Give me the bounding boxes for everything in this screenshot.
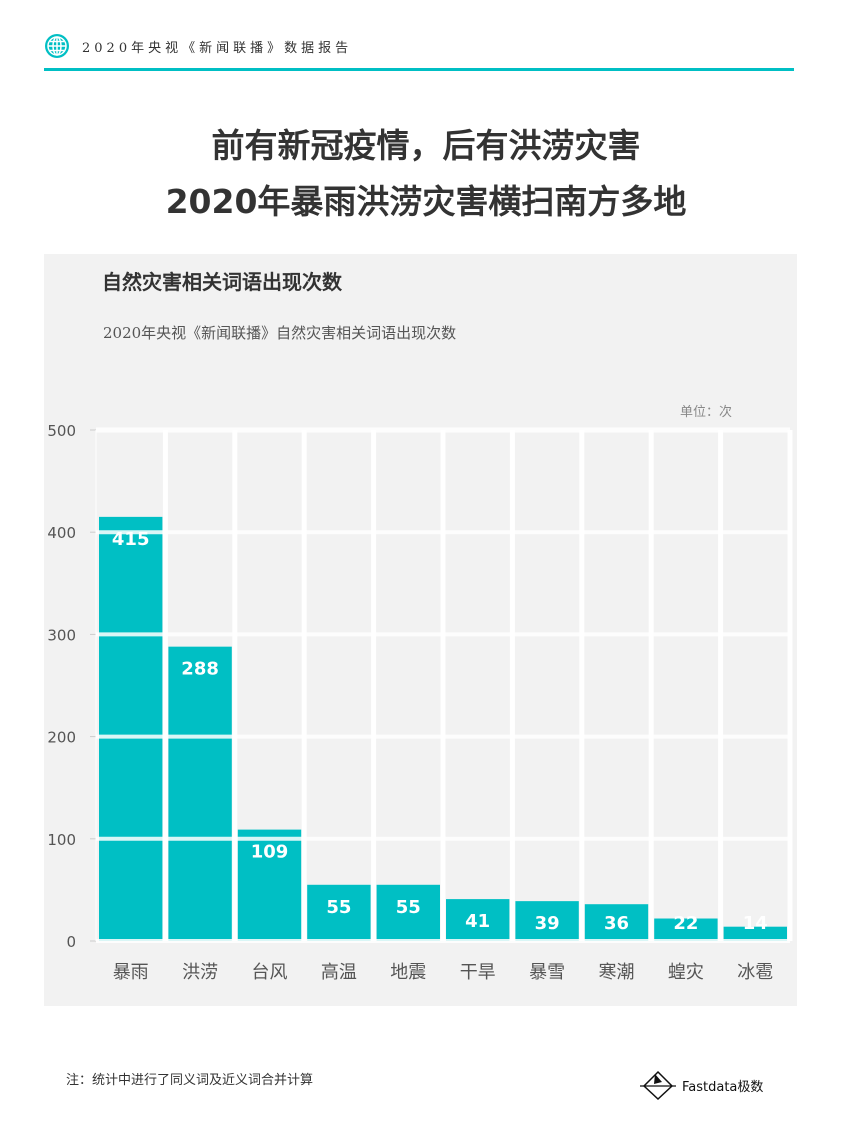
- data-label: 36: [604, 913, 629, 934]
- data-label: 22: [673, 913, 698, 934]
- report-header: 2020年央视《新闻联播》数据报告: [44, 33, 352, 59]
- bar-冰雹: [723, 926, 787, 941]
- data-label: 39: [535, 913, 560, 934]
- unit-label: 单位：次: [680, 405, 733, 420]
- x-tick-label: 暴雪: [529, 962, 565, 983]
- y-tick-label: 500: [47, 422, 76, 440]
- globe-icon: [45, 34, 69, 58]
- x-tick-label: 干旱: [460, 962, 496, 983]
- data-label: 14: [743, 913, 768, 934]
- x-tick-label: 地震: [390, 962, 426, 983]
- data-label: 55: [396, 897, 421, 918]
- y-tick-label: 300: [47, 626, 76, 644]
- bar-暴雨: [99, 516, 163, 941]
- x-tick-label: 蝗灾: [668, 962, 704, 983]
- header-text: 2020年央视《新闻联播》数据报告: [82, 40, 353, 56]
- y-tick-label: 400: [47, 524, 76, 542]
- bar-暴雪: [515, 901, 579, 941]
- y-tick-label: 100: [47, 831, 76, 849]
- chart-title: 自然灾害相关词语出现次数: [102, 270, 342, 294]
- x-tick-label: 洪涝: [182, 962, 218, 983]
- footnote: 注：统计中进行了同义词及近义词合并计算: [66, 1073, 314, 1088]
- data-label: 55: [326, 897, 351, 918]
- data-label: 109: [251, 842, 289, 863]
- title-line-1: 前有新冠疫情，后有洪涝灾害: [211, 126, 641, 165]
- chart-subtitle: 2020年央视《新闻联播》自然灾害相关词语出现次数: [103, 324, 457, 342]
- x-tick-label: 台风: [252, 962, 288, 983]
- bar-干旱: [446, 899, 510, 941]
- logo-text: Fastdata极数: [682, 1079, 764, 1095]
- x-tick-label: 暴雨: [113, 962, 149, 983]
- x-tick-label: 高温: [321, 962, 357, 983]
- bar-蝗灾: [654, 918, 718, 941]
- bar-台风: [237, 829, 302, 941]
- fastdata-logo: Fastdata极数: [640, 1070, 763, 1100]
- y-tick-label: 0: [66, 933, 76, 951]
- page-title: 前有新冠疫情，后有洪涝灾害 2020年暴雨洪涝灾害横扫南方多地: [0, 118, 852, 230]
- bar-洪涝: [168, 646, 232, 941]
- y-tick-label: 200: [47, 729, 76, 747]
- data-label: 415: [112, 529, 150, 550]
- x-tick-label: 寒潮: [599, 962, 635, 983]
- header-rule: [44, 68, 794, 71]
- title-line-2: 2020年暴雨洪涝灾害横扫南方多地: [165, 182, 687, 221]
- fastdata-logo-icon: [640, 1070, 676, 1100]
- x-tick-label: 冰雹: [737, 962, 773, 983]
- data-label: 288: [181, 659, 219, 680]
- bar-地震: [376, 884, 440, 941]
- bar-高温: [307, 884, 371, 941]
- bar-寒潮: [584, 904, 649, 941]
- data-label: 41: [465, 911, 490, 932]
